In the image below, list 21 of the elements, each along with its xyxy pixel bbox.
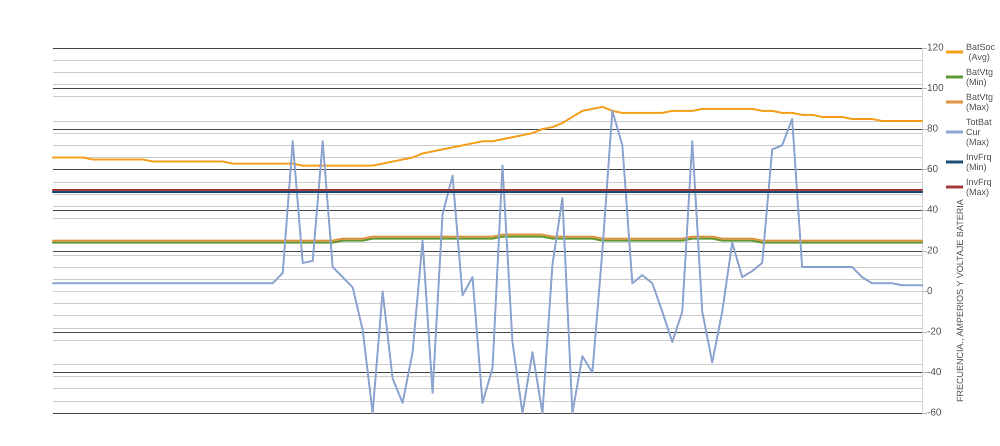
y-tick-label: -40 — [927, 366, 942, 378]
line-series — [52, 234, 923, 242]
legend-label: TotBat Cur (Max) — [966, 117, 994, 147]
y-tick-label: 20 — [927, 245, 939, 256]
y-tick-label: 120 — [927, 42, 944, 54]
legend-label: BatVtg (Max) — [966, 92, 996, 112]
y-tick-label: -60 — [927, 408, 942, 418]
y-tick-label: -20 — [927, 326, 942, 338]
legend-label: InvFrq (Max) — [966, 177, 994, 197]
y-tick-label: 100 — [927, 83, 944, 94]
line-series — [52, 106, 923, 167]
y-tick-label: 0 — [927, 286, 933, 297]
legend-label: BatVtg (Min) — [966, 67, 996, 87]
y-tick-label: 80 — [927, 124, 939, 135]
legend-label: InvFrq (Min) — [966, 152, 994, 172]
legend-label: BatSoc (Avg) — [966, 42, 996, 62]
y-tick-label: 60 — [927, 164, 939, 176]
y-tick-label: 40 — [927, 204, 939, 216]
line-series — [52, 236, 923, 244]
y-axis-title: FRECUENCIA., AMPERIOS Y VOLTAJE BATERIA — [955, 199, 965, 402]
line-series — [52, 110, 923, 414]
